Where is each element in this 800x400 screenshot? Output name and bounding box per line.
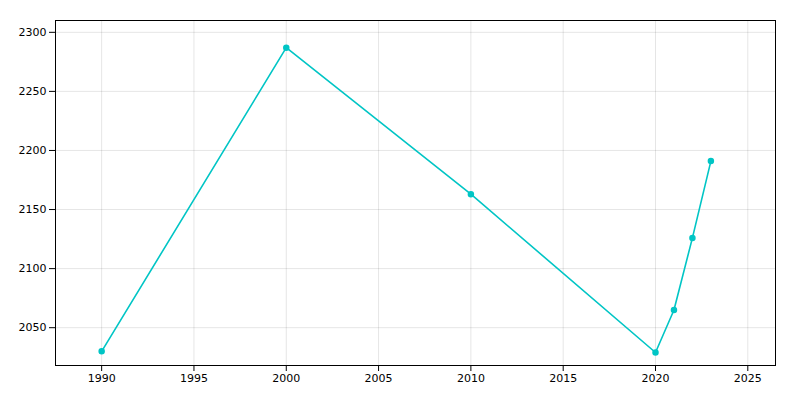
svg-text:2150: 2150: [19, 203, 47, 216]
svg-text:2200: 2200: [19, 144, 47, 157]
svg-text:2015: 2015: [549, 372, 577, 385]
svg-text:2000: 2000: [272, 372, 300, 385]
svg-text:2300: 2300: [19, 26, 47, 39]
svg-text:2100: 2100: [19, 262, 47, 275]
svg-text:2005: 2005: [365, 372, 393, 385]
svg-text:2250: 2250: [19, 85, 47, 98]
svg-text:2020: 2020: [642, 372, 670, 385]
svg-text:2050: 2050: [19, 321, 47, 334]
svg-text:1990: 1990: [88, 372, 116, 385]
svg-text:2025: 2025: [734, 372, 762, 385]
svg-text:2010: 2010: [457, 372, 485, 385]
svg-text:1995: 1995: [180, 372, 208, 385]
